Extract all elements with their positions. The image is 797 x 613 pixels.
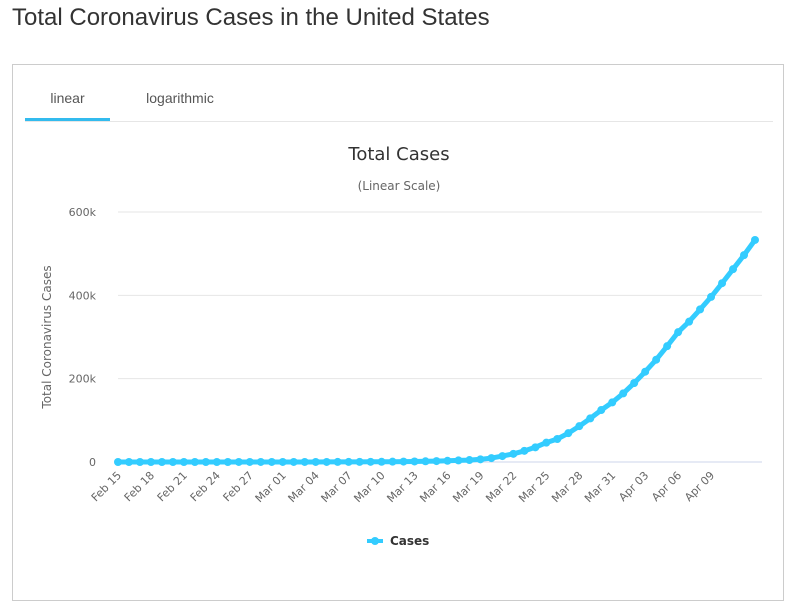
x-tick-label: Mar 28: [549, 469, 585, 505]
y-axis-ticks: 0 200k 400k 600k: [69, 206, 97, 469]
data-point: [311, 457, 320, 466]
x-tick-label: Apr 03: [616, 469, 651, 504]
data-point: [344, 457, 353, 466]
data-point: [718, 279, 727, 288]
y-tick-label: 600k: [69, 206, 97, 219]
data-point: [278, 457, 287, 466]
series-cases: [114, 235, 759, 466]
data-point: [641, 367, 650, 376]
data-point: [619, 389, 628, 398]
x-tick-label: Mar 16: [417, 469, 453, 505]
data-point: [674, 328, 683, 337]
tab-logarithmic[interactable]: logarithmic: [146, 90, 214, 106]
data-point: [740, 251, 749, 260]
y-tick-label: 400k: [69, 289, 97, 302]
data-point: [630, 378, 639, 387]
data-point: [234, 457, 243, 466]
data-point: [201, 457, 210, 466]
x-tick-label: Mar 22: [483, 469, 519, 505]
x-tick-label: Mar 19: [450, 469, 486, 505]
data-point: [388, 457, 397, 466]
series-line-cases: [115, 237, 758, 465]
data-point: [465, 456, 474, 465]
data-point: [124, 457, 133, 466]
data-point: [377, 457, 386, 466]
data-point: [564, 429, 573, 438]
data-point: [212, 457, 221, 466]
data-point: [333, 457, 342, 466]
chart-subtitle: (Linear Scale): [358, 179, 441, 193]
data-point: [520, 446, 529, 455]
data-point: [487, 454, 496, 463]
y-tick-label: 200k: [69, 373, 97, 386]
data-point: [652, 355, 661, 364]
data-point: [685, 317, 694, 326]
tab-linear[interactable]: linear: [25, 87, 110, 121]
y-tick-label: 0: [89, 456, 96, 469]
x-tick-label: Mar 25: [516, 469, 552, 505]
data-point: [114, 457, 122, 466]
grid-lines: [118, 211, 762, 463]
x-tick-label: Mar 01: [253, 469, 289, 505]
legend-marker: [371, 537, 379, 545]
y-axis-title: Total Coronavirus Cases: [40, 265, 54, 409]
data-point: [509, 449, 518, 458]
data-point: [256, 457, 265, 466]
data-point: [146, 457, 155, 466]
data-point: [135, 457, 144, 466]
data-point: [179, 457, 188, 466]
data-point: [751, 235, 759, 244]
data-point: [663, 342, 672, 351]
data-point: [696, 305, 705, 314]
data-point: [553, 434, 562, 443]
x-tick-label: Feb 15: [89, 469, 124, 504]
data-point: [157, 457, 166, 466]
data-point: [421, 457, 430, 466]
data-point: [498, 452, 507, 461]
data-point: [410, 457, 419, 466]
data-point: [575, 422, 584, 431]
data-point: [289, 457, 298, 466]
x-tick-label: Apr 06: [649, 469, 684, 504]
data-point: [476, 455, 485, 464]
data-point: [597, 406, 606, 415]
data-point: [223, 457, 232, 466]
legend-label-cases: Cases: [390, 534, 429, 548]
data-point: [190, 457, 199, 466]
x-tick-label: Mar 04: [286, 469, 322, 505]
data-point: [586, 414, 595, 423]
data-point: [300, 457, 309, 466]
data-point: [443, 456, 452, 465]
x-tick-label: Mar 07: [319, 469, 355, 505]
data-point: [267, 457, 276, 466]
x-tick-label: Mar 13: [384, 469, 420, 505]
data-point: [454, 456, 463, 465]
data-point: [707, 292, 716, 301]
data-point: [542, 438, 551, 447]
data-point: [531, 443, 540, 452]
data-point: [608, 398, 617, 407]
data-point: [366, 457, 375, 466]
x-tick-label: Mar 10: [351, 469, 387, 505]
legend[interactable]: Cases: [367, 534, 429, 548]
chart-panel: linear logarithmic: [12, 64, 784, 601]
scale-tabs: linear logarithmic: [25, 87, 773, 122]
x-tick-label: Apr 09: [682, 469, 717, 504]
data-point: [355, 457, 364, 466]
x-tick-label: Mar 31: [582, 469, 618, 505]
data-point: [399, 457, 408, 466]
data-point: [432, 457, 441, 466]
x-tick-label: Feb 24: [188, 469, 223, 504]
x-tick-label: Feb 18: [122, 469, 157, 504]
data-point: [245, 457, 254, 466]
data-point: [168, 457, 177, 466]
chart-title: Total Cases: [347, 144, 449, 165]
x-tick-label: Feb 21: [155, 469, 190, 504]
page-title: Total Coronavirus Cases in the United St…: [12, 4, 490, 31]
data-point: [322, 457, 331, 466]
data-point: [729, 265, 738, 274]
x-tick-label: Feb 27: [221, 469, 256, 504]
